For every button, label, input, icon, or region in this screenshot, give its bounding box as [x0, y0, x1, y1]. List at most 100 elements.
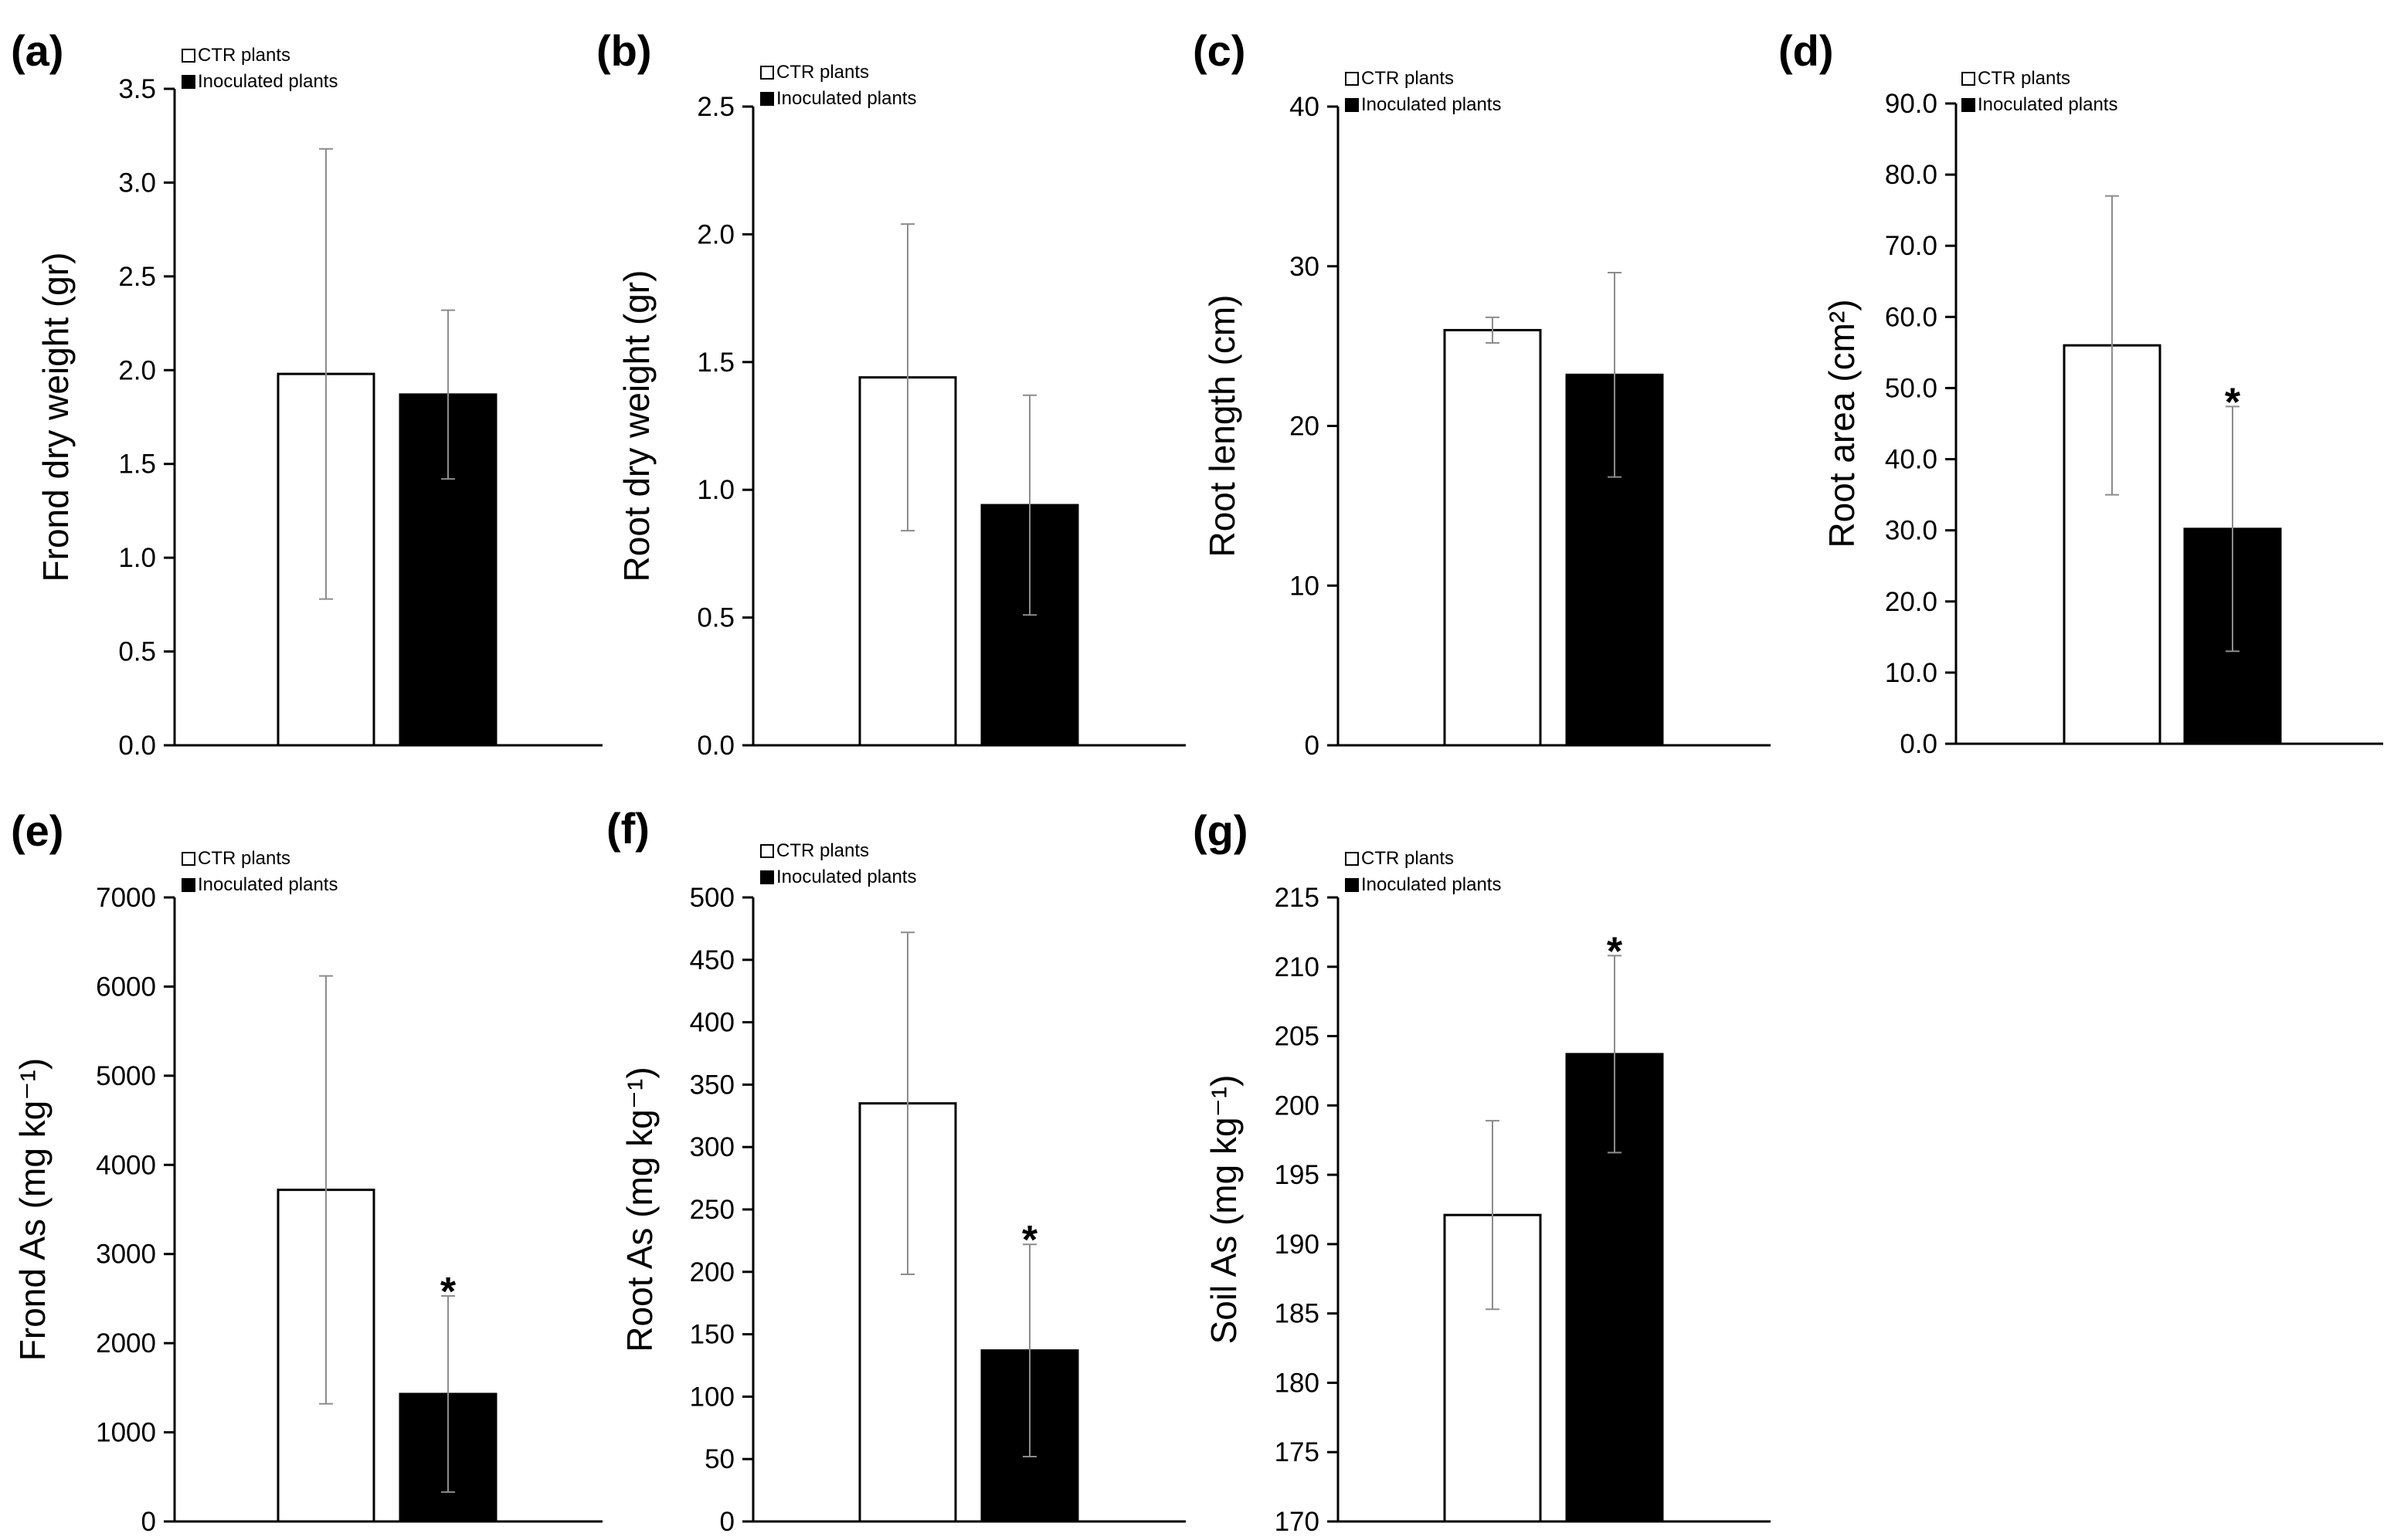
legend-label-ctr: CTR plants — [198, 45, 290, 66]
y-tick-label: 50.0 — [1885, 373, 1937, 403]
y-tick-label: 2000 — [96, 1328, 156, 1359]
y-tick-label: 3000 — [96, 1240, 156, 1270]
panel-label: (c) — [1193, 26, 1245, 75]
y-tick-label: 30 — [1289, 252, 1319, 282]
legend-label-ctr: CTR plants — [776, 62, 869, 83]
legend-swatch-ctr — [1961, 72, 1975, 86]
legend-label-ctr: CTR plants — [1361, 68, 1454, 89]
legend: CTR plants Inoculated plants — [1961, 68, 2117, 115]
legend-swatch-ctr — [760, 66, 774, 80]
panel-label: (g) — [1193, 806, 1248, 855]
y-tick-label: 3.0 — [118, 168, 156, 198]
legend-swatch-inoculated — [1961, 98, 1975, 112]
y-tick-label: 2.5 — [697, 92, 735, 122]
legend-label-ctr: CTR plants — [776, 840, 869, 861]
y-tick-label: 205 — [1275, 1022, 1319, 1052]
y-axis-title: Root As (mg kg⁻¹) — [620, 1067, 660, 1352]
chart-panel-b: (b) 0.0 0.5 1.0 1.5 2.0 2.5 Root dry weight (gr… — [596, 26, 1186, 761]
legend-swatch-inoculated — [1345, 98, 1359, 112]
chart-panel-f: (f) 0 50 100 150 200 250 300 350 400 450 500 Root As… — [606, 804, 1186, 1537]
y-axis-title: Frond dry weight (gr) — [36, 253, 76, 582]
y-tick-label: 0.0 — [697, 731, 735, 761]
panel-label: (e) — [11, 806, 63, 855]
legend-swatch-ctr — [182, 49, 195, 63]
y-tick-label: 0 — [720, 1507, 735, 1537]
legend-swatch-ctr — [1345, 852, 1359, 866]
y-tick-label: 0.0 — [1900, 729, 1937, 759]
chart-panel-d: (d) 0.0 10.0 20.0 30.0 40.0 50.0 60.0 70.0 80.0 90… — [1778, 26, 2383, 759]
y-tick-label: 2.5 — [118, 262, 156, 292]
y-tick-label: 300 — [690, 1132, 735, 1162]
y-tick-label: 190 — [1275, 1230, 1319, 1260]
y-tick-label: 250 — [690, 1195, 735, 1225]
y-tick-label: 200 — [1275, 1091, 1319, 1121]
y-tick-label: 350 — [690, 1070, 735, 1100]
y-tick-label: 2.0 — [118, 355, 156, 385]
significance-marker: * — [440, 1270, 457, 1314]
y-tick-label: 10.0 — [1885, 658, 1937, 688]
legend: CTR plants Inoculated plants — [1345, 848, 1501, 895]
y-tick-label: 185 — [1275, 1299, 1319, 1329]
y-tick-label: 500 — [690, 883, 735, 913]
y-tick-label: 4000 — [96, 1150, 156, 1180]
legend-swatch-inoculated — [182, 878, 195, 892]
significance-marker: * — [1607, 929, 1623, 974]
y-tick-label: 6000 — [96, 972, 156, 1002]
y-tick-label: 60.0 — [1885, 302, 1937, 332]
legend: CTR plants Inoculated plants — [760, 840, 916, 887]
legend-swatch-inoculated — [1345, 878, 1359, 892]
legend-label-ctr: CTR plants — [1361, 848, 1454, 869]
y-tick-label: 215 — [1275, 883, 1319, 913]
y-axis-title: Root area (cm²) — [1822, 299, 1862, 548]
y-tick-label: 0 — [141, 1507, 156, 1537]
y-tick-label: 40 — [1289, 92, 1319, 122]
y-tick-label: 20 — [1289, 412, 1319, 442]
y-tick-label: 195 — [1275, 1160, 1319, 1190]
panel-label: (a) — [11, 26, 63, 75]
y-tick-label: 180 — [1275, 1368, 1319, 1398]
y-tick-label: 1.0 — [697, 475, 735, 505]
y-tick-label: 1000 — [96, 1418, 156, 1448]
bar-ctr — [1443, 328, 1542, 747]
y-tick-label: 3.5 — [118, 74, 156, 104]
y-axis-title: Root length (cm) — [1202, 294, 1242, 557]
y-axis-title: Frond As (mg kg⁻¹) — [12, 1058, 53, 1361]
legend: CTR plants Inoculated plants — [182, 848, 338, 895]
chart-panel-e: (e) 0 1000 2000 3000 4000 5000 6000 7000 Frond As… — [11, 806, 603, 1537]
significance-marker: * — [2225, 380, 2241, 425]
y-tick-label: 0 — [1305, 731, 1319, 761]
y-tick-label: 0.5 — [118, 637, 156, 667]
legend-swatch-inoculated — [182, 75, 195, 89]
y-tick-label: 0.5 — [697, 603, 735, 633]
y-tick-label: 200 — [690, 1257, 735, 1287]
significance-marker: * — [1022, 1218, 1038, 1263]
legend-label-inoculated: Inoculated plants — [198, 71, 338, 92]
legend-label-inoculated: Inoculated plants — [776, 88, 916, 109]
legend-label-inoculated: Inoculated plants — [1361, 874, 1501, 895]
y-tick-label: 150 — [690, 1320, 735, 1350]
chart-panel-c: (c) 0 10 20 30 40 Root length (cm) CTR plants In… — [1193, 26, 1771, 761]
y-tick-label: 1.5 — [697, 348, 735, 378]
legend-swatch-ctr — [1345, 72, 1359, 86]
legend-label-inoculated: Inoculated plants — [198, 874, 338, 895]
y-tick-label: 175 — [1275, 1437, 1319, 1467]
panel-label: (b) — [596, 26, 652, 75]
y-tick-label: 170 — [1275, 1507, 1319, 1537]
legend-label-inoculated: Inoculated plants — [1361, 94, 1501, 115]
y-tick-label: 5000 — [96, 1061, 156, 1091]
legend: CTR plants Inoculated plants — [760, 62, 916, 109]
y-tick-label: 1.5 — [118, 449, 156, 480]
y-tick-label: 10 — [1289, 571, 1319, 601]
y-tick-label: 80.0 — [1885, 160, 1937, 190]
y-tick-label: 100 — [690, 1382, 735, 1412]
legend-label-inoculated: Inoculated plants — [1978, 94, 2117, 115]
y-tick-label: 7000 — [96, 883, 156, 913]
y-tick-label: 400 — [690, 1008, 735, 1038]
legend: CTR plants Inoculated plants — [1345, 68, 1501, 115]
y-tick-label: 1.0 — [118, 543, 156, 573]
y-tick-label: 70.0 — [1885, 231, 1937, 261]
legend: CTR plants Inoculated plants — [182, 45, 338, 92]
y-tick-label: 450 — [690, 945, 735, 975]
